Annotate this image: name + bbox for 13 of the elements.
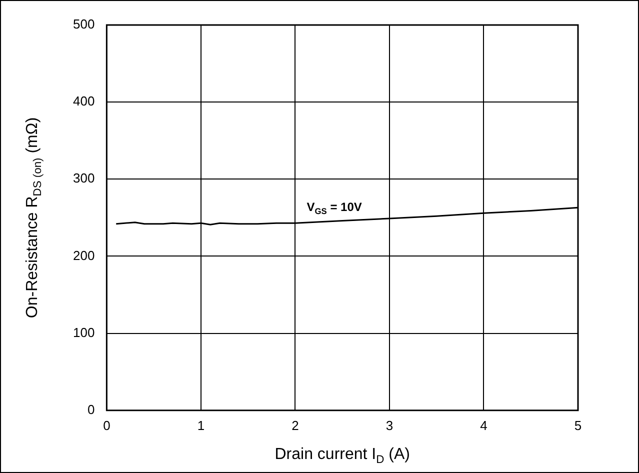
x-tick-label: 2 <box>292 418 299 433</box>
y-tick-label: 400 <box>72 94 95 109</box>
y-tick-label: 0 <box>87 402 95 417</box>
y-tick-label: 200 <box>72 248 95 263</box>
x-tick-label: 0 <box>103 418 110 433</box>
x-tick-label: 3 <box>386 418 394 433</box>
y-tick-label: 100 <box>72 324 95 340</box>
y-axis-title: On-Resistance RDS (on) (mΩ) <box>24 117 44 318</box>
x-tick-label: 4 <box>480 418 488 433</box>
x-tick-label: 1 <box>197 418 205 433</box>
y-tick-label: 500 <box>72 16 95 32</box>
x-tick-label: 5 <box>574 418 582 433</box>
y-tick-label: 300 <box>72 170 95 186</box>
